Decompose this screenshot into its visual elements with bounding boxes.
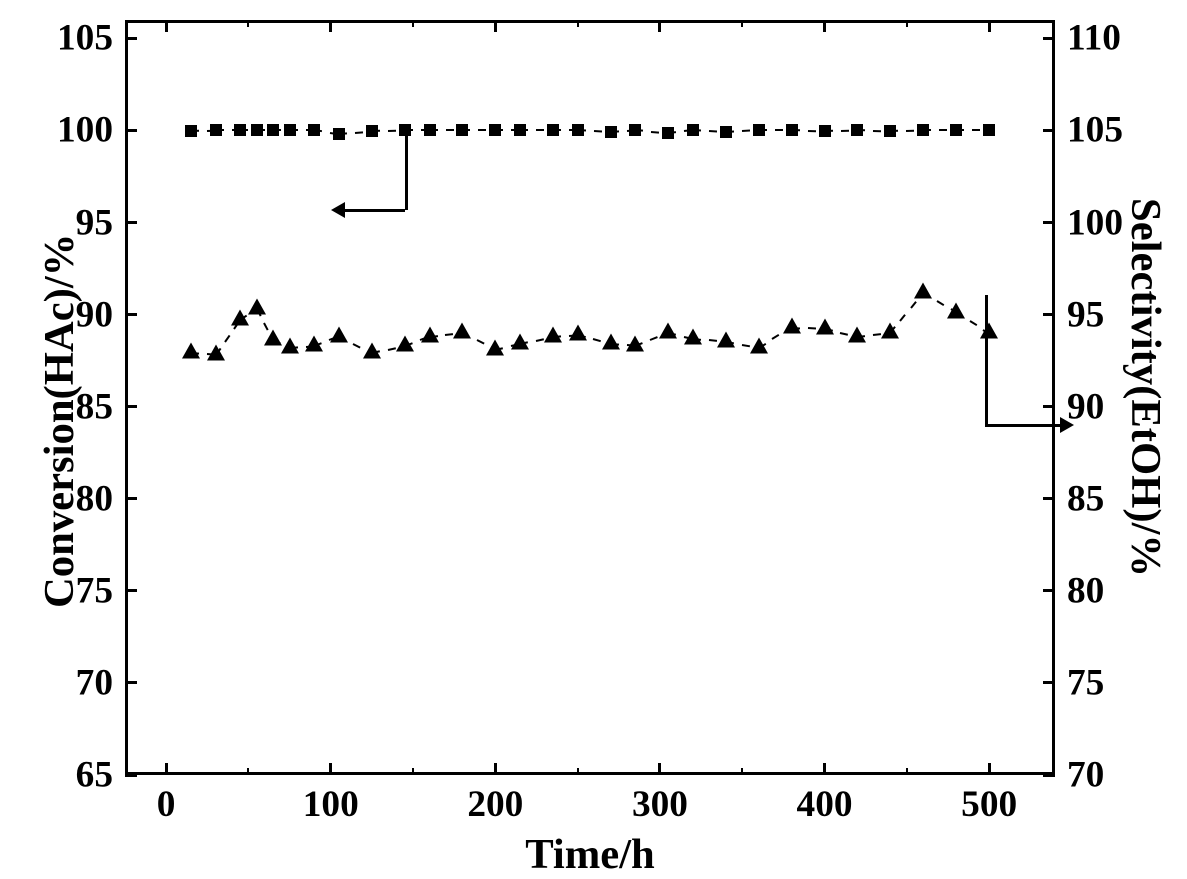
y-right-tick-label: 85 [1067, 477, 1104, 520]
y-right-tick-label: 70 [1067, 754, 1104, 797]
x-tick-label: 100 [303, 783, 359, 826]
x-tick-label: 0 [157, 783, 176, 826]
data-point-square [753, 124, 765, 136]
x-tick-label: 200 [467, 783, 523, 826]
data-point-triangle [947, 302, 965, 318]
y-right-tick-label: 105 [1067, 109, 1123, 152]
data-point-triangle [816, 319, 834, 335]
data-point-square [308, 124, 320, 136]
data-point-square [687, 124, 699, 136]
data-point-square [284, 124, 296, 136]
left-axis-indicator-arrow [331, 202, 345, 218]
data-point-triangle [783, 317, 801, 333]
data-point-square [917, 124, 929, 136]
data-point-triangle [231, 310, 249, 326]
data-point-square [547, 124, 559, 136]
data-point-triangle [750, 337, 768, 353]
data-point-triangle [207, 345, 225, 361]
x-tick-label: 400 [797, 783, 853, 826]
data-point-square [210, 124, 222, 136]
data-point-triangle [305, 335, 323, 351]
data-point-triangle [848, 326, 866, 342]
data-point-square [366, 125, 378, 137]
data-point-triangle [881, 322, 899, 338]
data-point-square [884, 125, 896, 137]
data-point-square [234, 124, 246, 136]
data-point-triangle [511, 334, 529, 350]
data-point-square [605, 126, 617, 138]
data-point-triangle [684, 328, 702, 344]
data-point-triangle [182, 343, 200, 359]
x-tick-label: 300 [632, 783, 688, 826]
data-point-square [786, 124, 798, 136]
y-left-tick-label: 80 [76, 477, 113, 520]
data-point-triangle [544, 326, 562, 342]
data-point-square [424, 124, 436, 136]
data-point-square [819, 125, 831, 137]
data-point-triangle [569, 324, 587, 340]
right-axis-indicator-arrow [1060, 417, 1074, 433]
data-point-square [251, 124, 263, 136]
data-point-triangle [330, 326, 348, 342]
y-right-tick-label: 75 [1067, 661, 1104, 704]
data-point-square [629, 124, 641, 136]
data-point-square [333, 128, 345, 140]
data-point-square [489, 124, 501, 136]
y-right-tick-label: 80 [1067, 569, 1104, 612]
y-axis-right-title: Selectivity(EtOH)/% [1121, 198, 1170, 577]
y-left-tick-label: 100 [57, 109, 113, 152]
data-point-triangle [980, 322, 998, 338]
data-point-triangle [453, 322, 471, 338]
plot-area [125, 20, 1055, 775]
data-point-triangle [281, 337, 299, 353]
chart-container: Time/h Conversion(HAc)/% Selectivity(EtO… [0, 0, 1187, 879]
data-point-square [720, 126, 732, 138]
data-point-triangle [717, 332, 735, 348]
y-right-tick-label: 100 [1067, 201, 1123, 244]
data-point-triangle [421, 326, 439, 342]
data-point-square [572, 124, 584, 136]
data-point-square [514, 124, 526, 136]
x-axis-title: Time/h [525, 830, 655, 879]
data-point-square [851, 124, 863, 136]
y-left-tick-label: 95 [76, 201, 113, 244]
data-point-triangle [486, 339, 504, 355]
data-point-triangle [659, 322, 677, 338]
y-left-tick-label: 90 [76, 293, 113, 336]
data-point-triangle [248, 299, 266, 315]
data-point-square [950, 124, 962, 136]
y-left-tick-label: 65 [76, 754, 113, 797]
y-left-tick-label: 105 [57, 17, 113, 60]
data-point-triangle [396, 335, 414, 351]
data-point-square [185, 125, 197, 137]
data-point-square [662, 127, 674, 139]
y-right-tick-label: 110 [1067, 17, 1121, 60]
y-left-tick-label: 85 [76, 385, 113, 428]
data-point-square [267, 124, 279, 136]
data-point-square [983, 124, 995, 136]
data-point-square [456, 124, 468, 136]
y-left-tick-label: 75 [76, 569, 113, 612]
data-point-triangle [363, 343, 381, 359]
data-point-triangle [626, 335, 644, 351]
y-left-tick-label: 70 [76, 661, 113, 704]
x-tick-label: 500 [961, 783, 1017, 826]
data-point-triangle [602, 334, 620, 350]
data-point-triangle [914, 282, 932, 298]
y-right-tick-label: 95 [1067, 293, 1104, 336]
data-point-triangle [264, 330, 282, 346]
